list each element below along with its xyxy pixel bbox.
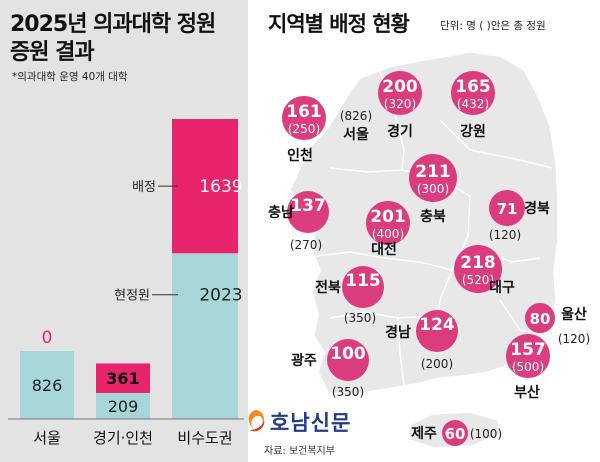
- region-name-10: 울산: [561, 306, 587, 323]
- region-assigned-14: 60: [445, 425, 466, 443]
- region-total-14: (100): [470, 427, 502, 441]
- bubble-11: [416, 310, 458, 352]
- bubble-12: [327, 339, 369, 381]
- unit-note: 단위: 명 ( )안은 총 정원: [440, 20, 546, 32]
- category-label-2: 비수도권: [177, 429, 232, 447]
- footnote: *의과대학 운영 40개 대학: [12, 71, 128, 83]
- region-assigned-13: 157: [510, 340, 546, 360]
- region-total-9: (520): [462, 273, 494, 287]
- region-name-1: 서울: [343, 126, 369, 143]
- bubble-14: [442, 420, 468, 446]
- region-name-12: 광주: [291, 352, 317, 369]
- region-assigned-11: 124: [419, 315, 455, 335]
- value-label-assigned-1: 361: [106, 369, 139, 388]
- region-assigned-4: 211: [415, 162, 451, 182]
- source-note: 자료: 보건복지부: [264, 446, 335, 457]
- annotation-current-label: 현정원: [114, 289, 150, 304]
- bubble-2: [378, 71, 422, 115]
- bubble-10: [525, 303, 555, 333]
- bar-current-0: [20, 351, 74, 419]
- bubble-3: [451, 71, 495, 115]
- category-label-0: 서울: [33, 429, 61, 447]
- value-label-assigned-0: 0: [42, 328, 53, 348]
- region-total-1: (826): [340, 109, 372, 123]
- bubble-9: [454, 245, 502, 293]
- bubble-13: [506, 334, 550, 378]
- region-assigned-6: 201: [370, 207, 406, 227]
- region-name-3: 강원: [460, 123, 486, 140]
- region-assigned-8: 115: [345, 271, 381, 291]
- region-total-3: (432): [457, 97, 489, 111]
- region-name-11: 경남: [385, 324, 411, 341]
- region-assigned-10: 80: [530, 310, 551, 328]
- bar-current-2: [172, 253, 238, 419]
- value-label-current-1: 209: [108, 397, 139, 416]
- value-label-current-2: 2023: [199, 286, 242, 306]
- bar-assigned-1: [96, 363, 150, 393]
- value-label-assigned-2: 1639: [199, 177, 242, 197]
- bar-current-1: [96, 393, 150, 419]
- region-assigned-3: 165: [455, 77, 491, 97]
- region-name-0: 인천: [287, 147, 313, 164]
- korea-map: 161(250) 인천 (826) 서울 200(320) 경기 165(432) 강원 211…: [268, 51, 590, 449]
- region-assigned-9: 218: [460, 253, 496, 273]
- region-name-13: 부산: [514, 384, 540, 401]
- region-name-6: 대전: [371, 241, 397, 258]
- title-line-2: 증원 결과: [10, 40, 95, 65]
- region-total-4: (300): [417, 182, 449, 196]
- region-name-5: 충남: [268, 204, 294, 221]
- region-total-11: (200): [421, 357, 453, 371]
- region-total-7: (120): [489, 228, 521, 242]
- region-name-7: 경북: [524, 200, 550, 217]
- bubble-5: [287, 191, 329, 233]
- logo-text: 호남신문: [270, 411, 352, 435]
- region-total-13: (500): [512, 360, 544, 374]
- region-total-2: (320): [384, 97, 416, 111]
- region-assigned-0: 161: [286, 102, 322, 122]
- region-total-6: (400): [372, 227, 404, 241]
- value-label-current-0: 826: [32, 376, 63, 395]
- region-name-4: 충북: [420, 209, 446, 225]
- region-assigned-12: 100: [330, 344, 366, 364]
- region-total-5: (270): [290, 238, 322, 252]
- region-total-0: (250): [288, 122, 320, 136]
- region-name-8: 전북: [315, 279, 341, 296]
- region-name-2: 경기: [387, 123, 413, 140]
- bubble-0: [282, 96, 326, 140]
- title-line-1: 2025년 의과대학 정원: [10, 12, 216, 37]
- bubble-7: [489, 190, 525, 226]
- bubble-6: [366, 201, 410, 245]
- map-title: 지역별 배정 현황: [268, 12, 410, 36]
- region-total-10: (120): [558, 332, 590, 346]
- bar-assigned-2: [172, 119, 238, 254]
- region-name-9: 대구: [489, 280, 515, 296]
- region-total-12: (350): [332, 385, 364, 399]
- bubble-8: [342, 266, 384, 308]
- annotation-assigned-label: 배정: [132, 180, 156, 195]
- swirl-logo-icon: [248, 410, 265, 432]
- category-label-1: 경기·인천: [93, 429, 153, 447]
- region-name-14: 제주: [411, 426, 437, 442]
- bubble-4: [409, 154, 457, 202]
- region-total-8: (350): [344, 311, 376, 325]
- region-assigned-2: 200: [382, 77, 418, 97]
- region-assigned-5: 137: [290, 196, 326, 216]
- region-assigned-7: 71: [497, 200, 518, 218]
